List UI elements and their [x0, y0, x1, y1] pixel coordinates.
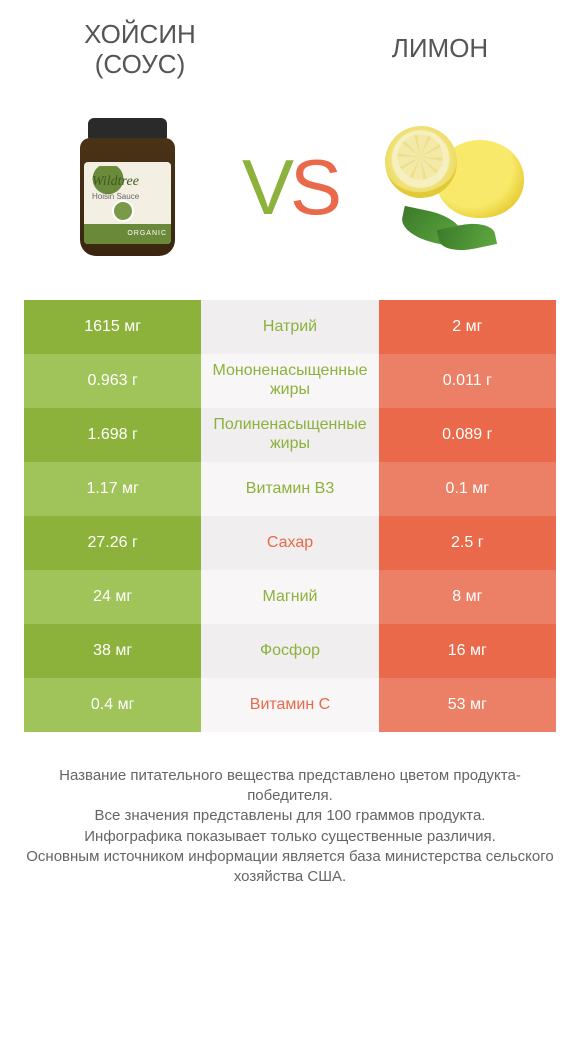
nutrient-label: Полиненасыщенные жиры	[201, 408, 378, 462]
footer-line4: Основным источником информации является …	[26, 847, 554, 888]
nutrient-label: Фосфор	[201, 624, 378, 678]
vs-row: Wildtree Hoisin Sauce ORGANIC VS	[0, 90, 580, 300]
header: ХОЙСИН (СОУС) ЛИМОН	[0, 0, 580, 90]
right-value: 8 мг	[379, 570, 556, 624]
table-row: 1.698 гПолиненасыщенные жиры0.089 г	[24, 408, 556, 462]
left-value: 27.26 г	[24, 516, 201, 570]
jar-sub: Hoisin Sauce	[92, 192, 139, 201]
vs-v: V	[242, 143, 290, 231]
right-value: 0.011 г	[379, 354, 556, 408]
table-row: 38 мгФосфор16 мг	[24, 624, 556, 678]
left-product-title: ХОЙСИН (СОУС)	[40, 20, 240, 80]
left-product-image: Wildtree Hoisin Sauce ORGANIC	[50, 110, 205, 265]
left-title-line1: ХОЙСИН	[84, 19, 196, 49]
vs-label: VS	[242, 142, 338, 233]
jar-brand: Wildtree	[92, 174, 139, 190]
left-value: 0.4 мг	[24, 678, 201, 732]
right-value: 16 мг	[379, 624, 556, 678]
footer-line3: Инфографика показывает только существенн…	[26, 827, 554, 847]
nutrient-label: Витамин B3	[201, 462, 378, 516]
table-row: 0.4 мгВитамин C53 мг	[24, 678, 556, 732]
right-product-image	[375, 110, 530, 265]
vs-s: S	[290, 143, 338, 231]
right-value: 2 мг	[379, 300, 556, 354]
footer-line1: Название питательного вещества представл…	[26, 766, 554, 807]
right-value: 2.5 г	[379, 516, 556, 570]
nutrient-label: Натрий	[201, 300, 378, 354]
table-row: 1615 мгНатрий2 мг	[24, 300, 556, 354]
nutrient-label: Магний	[201, 570, 378, 624]
nutrient-label: Витамин C	[201, 678, 378, 732]
table-row: 0.963 гМононенасыщенные жиры0.011 г	[24, 354, 556, 408]
left-value: 1615 мг	[24, 300, 201, 354]
left-value: 0.963 г	[24, 354, 201, 408]
nutrient-label: Мононенасыщенные жиры	[201, 354, 378, 408]
comparison-table: 1615 мгНатрий2 мг0.963 гМононенасыщенные…	[24, 300, 556, 732]
table-row: 27.26 гСахар2.5 г	[24, 516, 556, 570]
left-value: 1.17 мг	[24, 462, 201, 516]
left-value: 38 мг	[24, 624, 201, 678]
nutrient-label: Сахар	[201, 516, 378, 570]
hoisin-jar-icon: Wildtree Hoisin Sauce ORGANIC	[80, 118, 175, 258]
right-value: 53 мг	[379, 678, 556, 732]
footer-note: Название питательного вещества представл…	[0, 732, 580, 888]
right-value: 0.1 мг	[379, 462, 556, 516]
left-value: 1.698 г	[24, 408, 201, 462]
table-row: 24 мгМагний8 мг	[24, 570, 556, 624]
jar-band: ORGANIC	[84, 224, 171, 244]
right-value: 0.089 г	[379, 408, 556, 462]
table-row: 1.17 мгВитамин B30.1 мг	[24, 462, 556, 516]
footer-line2: Все значения представлены для 100 граммо…	[26, 806, 554, 826]
lemon-icon	[375, 118, 530, 258]
left-title-line2: (СОУС)	[95, 49, 185, 79]
left-value: 24 мг	[24, 570, 201, 624]
right-product-title: ЛИМОН	[340, 20, 540, 80]
